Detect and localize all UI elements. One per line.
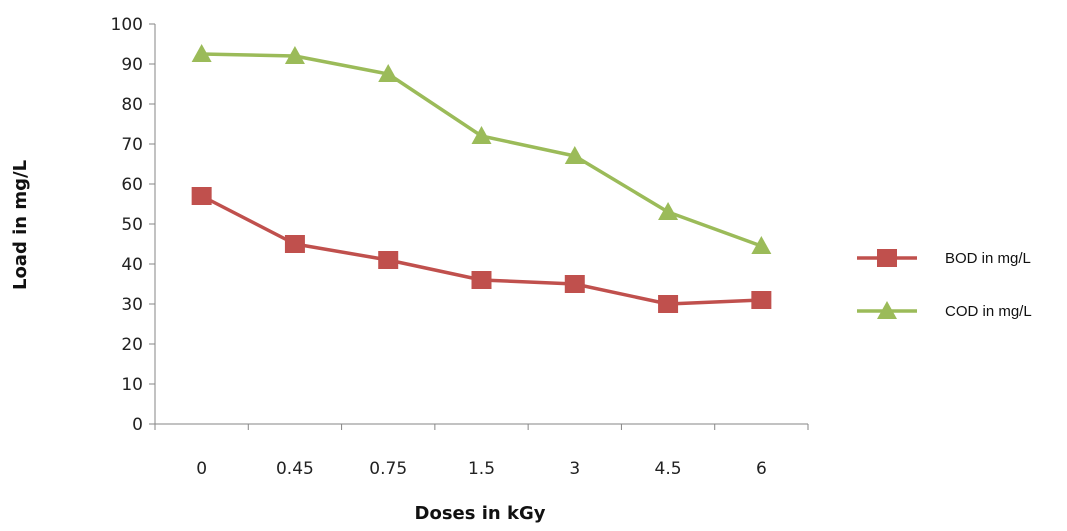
y-tick-label: 0 xyxy=(132,415,143,435)
data-point xyxy=(751,236,772,254)
x-tick-label: 1.5 xyxy=(468,459,495,479)
series-line xyxy=(201,52,762,248)
axes xyxy=(149,23,809,430)
y-tick-label: 60 xyxy=(121,175,143,195)
data-point xyxy=(378,251,399,269)
data-point xyxy=(471,271,492,289)
data-point xyxy=(658,202,679,220)
y-tick-label: 40 xyxy=(121,255,143,275)
legend-marker xyxy=(877,301,897,319)
y-tick-label: 50 xyxy=(121,215,143,235)
data-point xyxy=(191,44,212,62)
x-axis-tick-labels: 0 0.45 0.75 1.5 3 4.5 6 xyxy=(196,459,767,479)
series-cod xyxy=(191,44,772,254)
y-tick-label: 80 xyxy=(121,95,143,115)
data-point xyxy=(378,64,399,82)
y-tick-label: 30 xyxy=(121,295,143,315)
legend-label: COD in mg/L xyxy=(945,303,1032,320)
x-tick-label: 6 xyxy=(756,459,767,479)
series-lines xyxy=(191,44,772,313)
x-tick-label: 0.45 xyxy=(276,459,314,479)
data-point xyxy=(658,295,679,313)
data-point xyxy=(191,187,212,205)
x-tick-label: 0 xyxy=(196,459,207,479)
data-point xyxy=(564,146,585,164)
y-tick-label: 100 xyxy=(111,15,143,35)
legend: BOD in mg/L COD in mg/L xyxy=(857,249,1032,320)
y-axis-tick-labels: 0 10 20 30 40 50 60 70 80 90 100 xyxy=(111,15,143,435)
data-point xyxy=(751,291,772,309)
legend-item: BOD in mg/L xyxy=(857,249,1031,267)
y-tick-label: 90 xyxy=(121,55,143,75)
data-point xyxy=(284,235,305,253)
x-tick-label: 3 xyxy=(569,459,580,479)
data-point xyxy=(284,46,305,64)
legend-marker xyxy=(877,249,897,267)
legend-label: BOD in mg/L xyxy=(945,250,1031,267)
y-tick-label: 10 xyxy=(121,375,143,395)
y-axis-title: Load in mg/L xyxy=(10,160,31,290)
data-point xyxy=(471,126,492,144)
x-axis-title: Doses in kGy xyxy=(415,503,546,524)
series-bod xyxy=(191,187,772,313)
x-tick-label: 4.5 xyxy=(655,459,682,479)
legend-item: COD in mg/L xyxy=(857,301,1032,320)
y-tick-label: 70 xyxy=(121,135,143,155)
data-point xyxy=(564,275,585,293)
y-tick-label: 20 xyxy=(121,335,143,355)
x-tick-label: 0.75 xyxy=(369,459,407,479)
